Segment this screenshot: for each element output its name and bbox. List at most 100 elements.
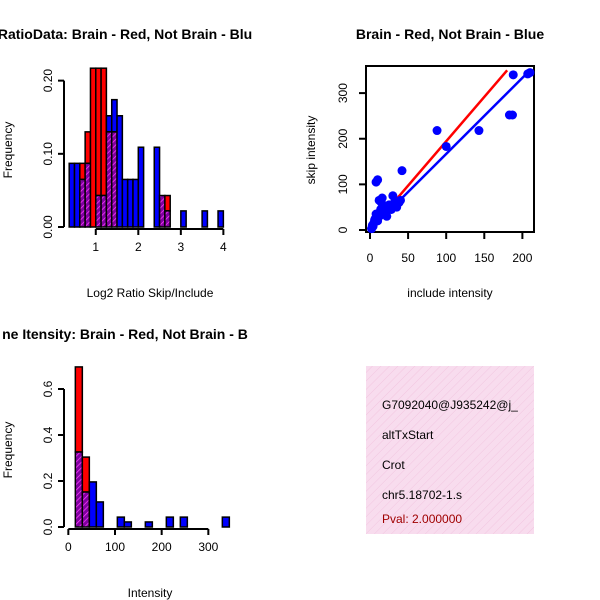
scatter-point-20 [397, 166, 407, 176]
ratio-hist-overlap-bar-7 [105, 131, 113, 228]
intensity-hist-xtick-label-0: 0 [65, 540, 72, 554]
scatter-xlabel: include intensity [407, 286, 492, 300]
scatter-ylabel: skip intensity [304, 116, 318, 185]
intensity-hist-bar-14 [165, 516, 175, 528]
scatter-plot: Brain - Red, Not Brain - Blue 0 50 100 150 2… [304, 26, 544, 300]
ratio-hist-bar-13 [137, 146, 145, 228]
ratio-hist-bar-25 [201, 210, 209, 228]
ratio-hist-bar-0 [68, 162, 76, 228]
info-method: Crot [382, 458, 405, 472]
intensity-hist-bar-1 [74, 366, 84, 453]
ratio-hist-title: RatioData: Brain - Red, Not Brain - Blu [0, 26, 252, 42]
scatter-point-33 [370, 215, 380, 225]
ratio-hist-overlap-bar-8 [110, 131, 118, 228]
ratio-hist-bar-21 [180, 210, 187, 228]
ratio-hist-xtick-label-1: 2 [135, 240, 142, 254]
intensity-hist-overlap-bar-2 [81, 491, 91, 528]
ratio-hist-bar-12 [132, 178, 140, 228]
scatter-point-23 [374, 195, 384, 205]
scatter-points [367, 68, 535, 234]
ratio-hist-overlap-bar-17 [158, 194, 166, 228]
ratio-hist-overlap-bar-3 [84, 162, 92, 228]
scatter-ytick-label-3: 300 [336, 83, 350, 103]
ratio-hist-bar-4 [89, 67, 97, 228]
intensity-hist-bar-11 [144, 521, 154, 528]
intensity-histogram: ne Itensity: Brain - Red, Not Brain - B … [1, 326, 248, 600]
ratio-hist-ytick-label-0: 0.00 [41, 215, 55, 239]
scatter-xtick-label-2: 100 [436, 251, 456, 265]
info-pval: Pval: 2.000000 [382, 512, 462, 526]
scatter-point-31 [525, 68, 535, 78]
ratio-hist-xtick-label-2: 3 [177, 240, 184, 254]
ratio-hist-bar-28 [217, 210, 225, 228]
info-event: altTxStart [382, 428, 434, 442]
ratio-hist-bar-16 [153, 146, 161, 228]
intensity-hist-bar-3 [88, 481, 98, 528]
ratio-hist-bar-3 [84, 131, 92, 165]
intensity-hist-bars [74, 366, 231, 528]
ratio-hist-bar-10 [121, 178, 129, 228]
ratio-hist-xtick-label-3: 4 [220, 240, 227, 254]
intensity-hist-bar-4 [95, 501, 105, 528]
ratio-hist-ytick-label-2: 0.20 [41, 69, 55, 93]
scatter-axes: 0 50 100 150 200 0 100 200 300 [336, 83, 533, 265]
scatter-point-12 [382, 211, 392, 221]
ratio-hist-overlap-bar-2 [79, 178, 86, 228]
intensity-hist-ytick-label-3: 0.6 [41, 380, 55, 397]
scatter-title: Brain - Red, Not Brain - Blue [356, 26, 544, 42]
scatter-point-24 [432, 126, 442, 136]
intensity-hist-title: ne Itensity: Brain - Red, Not Brain - B [2, 326, 248, 342]
intensity-hist-bar-22 [221, 516, 231, 528]
ratio-hist-overlap-bar-18 [164, 210, 171, 228]
intensity-hist-ytick-label-1: 0.2 [41, 472, 55, 489]
intensity-hist-ylabel: Frequency [1, 422, 15, 479]
info-location: chr5.18702-1.s [382, 488, 462, 502]
ratio-hist-ytick-label-1: 0.10 [41, 142, 55, 166]
intensity-hist-axes: 0 100 200 300 0.0 0.2 0.4 0.6 [41, 380, 219, 554]
ratio-hist-bar-6 [100, 67, 108, 197]
scatter-point-28 [507, 110, 517, 120]
scatter-point-19 [395, 195, 405, 205]
info-background [366, 366, 534, 534]
scatter-ytick-label-1: 100 [336, 174, 350, 194]
ratio-hist-bar-5 [95, 67, 102, 197]
scatter-xtick-label-4: 200 [512, 251, 532, 265]
intensity-hist-bar-8 [123, 521, 133, 528]
scatter-point-26 [474, 126, 484, 136]
scatter-ytick-label-0: 0 [336, 226, 350, 233]
ratio-hist-bar-18 [164, 194, 171, 212]
ratio-hist-overlap-bar-6 [100, 194, 108, 228]
scatter-xtick-label-1: 50 [401, 251, 415, 265]
scatter-ytick-label-2: 200 [336, 128, 350, 148]
scatter-point-15 [388, 191, 398, 201]
ratio-hist-ylabel: Frequency [1, 122, 15, 179]
intensity-hist-ytick-label-2: 0.4 [41, 426, 55, 443]
intensity-hist-overlap-bar-1 [74, 451, 84, 528]
ratio-hist-bar-7 [105, 115, 113, 133]
scatter-xtick-label-0: 0 [367, 251, 374, 265]
intensity-hist-bar-7 [116, 516, 126, 528]
ratio-hist-bar-2 [79, 162, 86, 181]
ratio-hist-xlabel: Log2 Ratio Skip/Include [87, 286, 214, 300]
intensity-hist-bar-2 [81, 456, 91, 493]
ratio-hist-overlap-bar-5 [95, 194, 102, 228]
ratio-hist-axes: 1 2 3 4 0.00 0.10 0.20 [41, 69, 227, 254]
info-panel: G7092040@J935242@j_ altTxStart Crot chr5… [366, 366, 534, 534]
intensity-hist-ytick-label-0: 0.0 [41, 518, 55, 535]
intensity-hist-xtick-label-3: 300 [198, 540, 218, 554]
ratio-hist-bar-1 [73, 162, 81, 228]
ratio-histogram: RatioData: Brain - Red, Not Brain - Blu … [0, 26, 252, 300]
intensity-hist-bar-16 [179, 516, 189, 528]
intensity-hist-xlabel: Intensity [128, 586, 173, 600]
scatter-point-25 [441, 141, 451, 151]
scatter-point-29 [508, 70, 518, 80]
scatter-point-22 [373, 175, 383, 185]
ratio-hist-xtick-label-0: 1 [92, 240, 99, 254]
ratio-hist-bar-11 [126, 178, 134, 228]
intensity-hist-xtick-label-1: 100 [105, 540, 125, 554]
ratio-hist-bars [68, 67, 225, 228]
ratio-hist-bar-9 [116, 115, 124, 228]
intensity-hist-xtick-label-2: 200 [152, 540, 172, 554]
info-id: G7092040@J935242@j_ [382, 398, 518, 412]
